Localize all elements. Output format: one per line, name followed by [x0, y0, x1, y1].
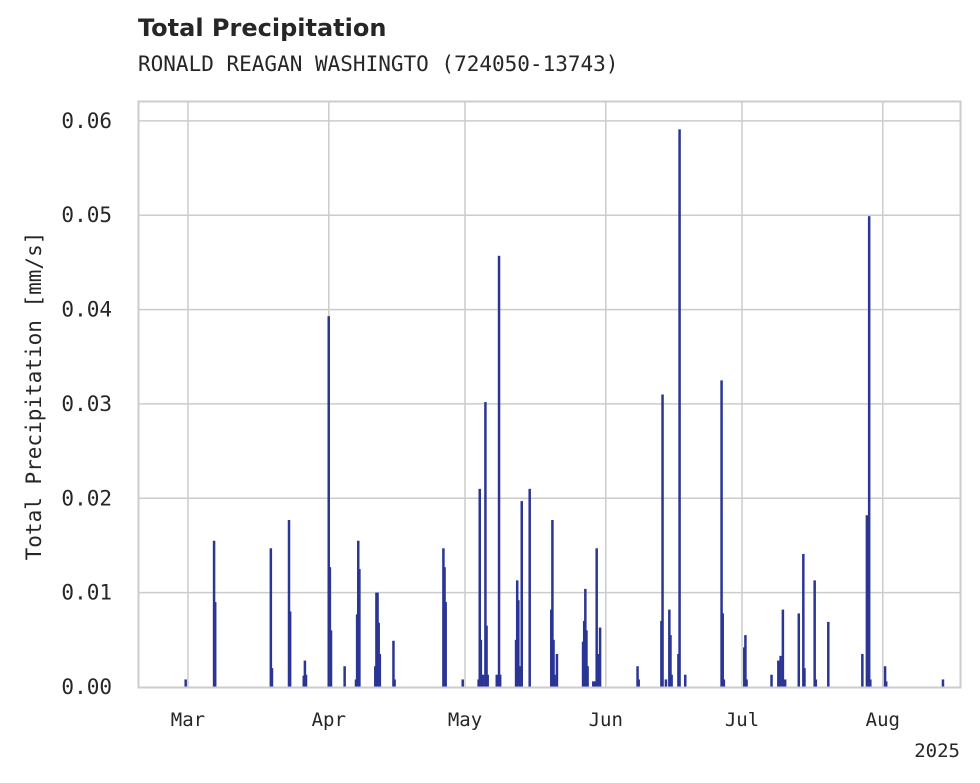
precipitation-bar: [328, 567, 332, 687]
y-axis-label: Total Precipitation [mm/s]: [22, 232, 46, 561]
precipitation-bar: [486, 674, 489, 687]
precipitation-bar: [586, 666, 589, 687]
precipitation-bar: [814, 679, 818, 687]
precipitation-bar: [661, 394, 664, 687]
precipitation-bar: [495, 674, 499, 687]
chart-subtitle: RONALD REAGAN WASHINGTO (724050-13743): [138, 52, 619, 76]
x-tick-label: Mar: [171, 709, 205, 731]
y-axis-ticks: 0.00 0.01 0.02 0.03 0.04 0.05 0.06: [61, 109, 112, 699]
precipitation-bar: [270, 668, 274, 687]
y-tick-label: 0.00: [61, 675, 112, 699]
precipitation-bar: [393, 679, 396, 687]
precipitation-bar: [777, 660, 780, 687]
precipitation-bar: [592, 681, 595, 687]
precipitation-bar: [213, 602, 217, 687]
chart-title: Total Precipitation: [138, 14, 387, 42]
precipitation-bar: [517, 600, 520, 687]
x-tick-label: May: [448, 709, 482, 731]
precipitation-bar: [288, 611, 292, 687]
precipitation-bar: [484, 402, 487, 687]
precipitation-bar: [184, 679, 187, 687]
precipitation-bar: [358, 569, 361, 687]
precipitation-bar: [721, 613, 724, 687]
x-tick-label: Apr: [312, 709, 346, 731]
precipitation-bar: [497, 255, 501, 688]
x-tick-label: Aug: [866, 709, 900, 731]
y-tick-label: 0.02: [61, 486, 112, 510]
x-axis-ticks: Mar Apr May Jun Jul Aug: [171, 709, 900, 731]
precipitation-bar: [779, 655, 782, 687]
precipitation-bar: [720, 380, 723, 687]
precipitation-bar: [803, 668, 806, 687]
precipitation-bars: [184, 129, 945, 688]
precipitation-bar: [329, 630, 333, 687]
precipitation-bar: [555, 653, 559, 687]
y-tick-label: 0.04: [61, 298, 112, 322]
y-tick-label: 0.03: [61, 392, 112, 416]
precipitation-bar: [596, 653, 600, 687]
precipitation-bar: [637, 679, 640, 687]
precipitation-bar: [498, 674, 502, 687]
precipitation-bar: [670, 674, 673, 687]
precipitation-bar: [781, 609, 785, 687]
precipitation-bar: [664, 679, 668, 687]
precipitation-bar: [595, 548, 598, 687]
precipitation-bar: [304, 674, 308, 687]
plot-frame: [137, 100, 962, 689]
precipitation-bar: [770, 674, 773, 687]
precipitation-bar: [683, 674, 687, 687]
precipitation-bar: [392, 640, 395, 687]
precipitation-bar: [343, 666, 346, 687]
x-tick-label: Jul: [725, 709, 759, 731]
precipitation-bar: [678, 129, 681, 688]
precipitation-bar: [941, 679, 945, 687]
precipitation-bar: [883, 666, 887, 687]
precipitation-bar: [303, 660, 307, 687]
x-tick-label: Jun: [589, 709, 623, 731]
precipitation-bar: [444, 602, 447, 687]
precipitation-bar: [669, 635, 672, 687]
precipitation-bar: [802, 553, 805, 687]
precipitation-bar: [867, 216, 871, 688]
y-tick-label: 0.06: [61, 109, 112, 133]
precipitation-bar: [528, 488, 531, 687]
precipitation-bar: [585, 630, 588, 687]
precipitation-bar: [287, 519, 291, 687]
y-tick-label: 0.05: [61, 203, 112, 227]
precipitation-bar: [518, 666, 521, 687]
precipitation-bar: [636, 666, 639, 687]
precipitation-bar: [869, 679, 872, 687]
precipitation-bar: [865, 515, 869, 687]
precipitation-bar: [813, 580, 816, 687]
y-tick-label: 0.01: [61, 581, 112, 605]
precipitation-bar: [461, 679, 464, 687]
precipitation-bar: [722, 679, 726, 687]
precipitation-bar: [478, 488, 481, 687]
precipitation-bar: [551, 519, 554, 687]
precipitation-bar: [378, 653, 382, 687]
precipitation-bar: [520, 501, 523, 687]
precipitation-bar: [783, 679, 787, 687]
precipitation-bar: [797, 613, 801, 687]
grid-lines: [138, 102, 960, 687]
precipitation-bar: [827, 621, 830, 687]
precipitation-bar: [744, 635, 747, 687]
precipitation-bar: [485, 625, 488, 687]
precipitation-bar: [269, 548, 273, 687]
precipitation-bar: [745, 679, 748, 687]
precipitation-bar: [552, 639, 555, 687]
precipitation-bar: [553, 674, 556, 687]
precipitation-bar: [861, 653, 864, 687]
precipitation-bar: [884, 681, 888, 687]
precipitation-bar: [481, 674, 485, 687]
year-label: 2025: [914, 740, 960, 762]
precipitation-bar: [327, 316, 330, 687]
precipitation-bar: [479, 639, 483, 687]
precipitation-bar: [598, 627, 602, 687]
